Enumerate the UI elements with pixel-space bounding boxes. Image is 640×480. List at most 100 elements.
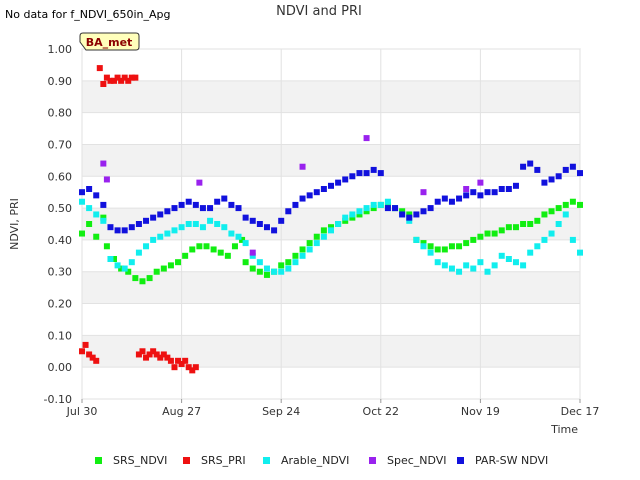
point-par-sw-ndvi [427, 205, 434, 212]
point-arable-ndvi [221, 224, 228, 231]
point-arable-ndvi [406, 217, 413, 224]
legend-swatch-srs-pri [183, 457, 190, 464]
point-arable-ndvi [228, 230, 235, 237]
point-srs-ndvi [299, 246, 306, 253]
point-arable-ndvi [441, 262, 448, 269]
point-arable-ndvi [477, 259, 484, 266]
legend: SRS_NDVI SRS_PRI Arable_NDVI Spec_NDVI PAR-S… [95, 454, 548, 467]
point-srs-ndvi [285, 259, 292, 266]
point-srs-ndvi [86, 221, 93, 227]
point-par-sw-ndvi [114, 227, 121, 234]
point-arable-ndvi [569, 236, 576, 243]
x-tick-label: Aug 27 [162, 405, 201, 418]
point-par-sw-ndvi [157, 211, 164, 218]
point-srs-ndvi [534, 217, 541, 224]
plot-band [82, 49, 580, 81]
point-par-sw-ndvi [520, 163, 527, 170]
point-srs-ndvi [217, 249, 224, 256]
point-par-sw-ndvi [214, 198, 221, 205]
point-arable-ndvi [320, 233, 327, 240]
point-par-sw-ndvi [221, 195, 228, 202]
legend-label-srs-ndvi: SRS_NDVI [113, 454, 167, 467]
point-par-sw-ndvi [150, 214, 157, 221]
point-par-sw-ndvi [235, 205, 242, 212]
point-arable-ndvi [207, 217, 214, 224]
point-arable-ndvi [214, 221, 221, 227]
point-arable-ndvi [377, 201, 384, 208]
point-srs-ndvi [278, 262, 285, 269]
x-axis-title: Time [550, 423, 578, 436]
point-srs-ndvi [505, 224, 512, 231]
point-par-sw-ndvi [498, 186, 505, 192]
point-spec-ndvi [249, 249, 256, 256]
point-par-sw-ndvi [93, 192, 100, 199]
point-par-sw-ndvi [249, 217, 256, 224]
point-srs-pri [121, 74, 128, 81]
point-par-sw-ndvi [320, 186, 327, 192]
y-tick-label: 0.20 [48, 298, 73, 311]
point-srs-ndvi [356, 211, 363, 218]
point-par-sw-ndvi [199, 205, 206, 212]
site-label-badge: BA_met [79, 32, 140, 51]
plot-band [82, 144, 580, 177]
point-srs-ndvi [118, 265, 125, 272]
point-par-sw-ndvi [128, 224, 135, 231]
point-par-sw-ndvi [406, 214, 413, 221]
legend-label-arable-ndvi: Arable_NDVI [281, 454, 349, 467]
point-par-sw-ndvi [512, 182, 519, 189]
point-arable-ndvi [328, 227, 334, 234]
point-arable-ndvi [491, 262, 498, 269]
point-arable-ndvi [484, 268, 491, 275]
point-srs-pri [189, 367, 196, 374]
point-par-sw-ndvi [577, 170, 583, 177]
point-arable-ndvi [107, 256, 114, 262]
point-srs-ndvi [100, 214, 107, 221]
point-par-sw-ndvi [527, 160, 534, 167]
point-par-sw-ndvi [171, 205, 178, 212]
point-par-sw-ndvi [192, 201, 199, 208]
point-srs-ndvi [491, 230, 498, 237]
x-tick-label: Sep 24 [262, 405, 300, 418]
point-par-sw-ndvi [562, 166, 569, 173]
plot-band [82, 239, 580, 272]
point-par-sw-ndvi [377, 170, 384, 177]
point-arable-ndvi [541, 236, 548, 243]
y-tick-label: 1.00 [48, 43, 73, 56]
legend-label-spec-ndvi: Spec_NDVI [387, 454, 447, 467]
point-srs-ndvi [328, 224, 334, 231]
point-spec-ndvi [363, 135, 370, 142]
x-tick-label: Nov 19 [461, 405, 500, 418]
point-srs-ndvi [132, 275, 139, 282]
point-srs-ndvi [242, 259, 249, 266]
point-srs-pri [93, 357, 100, 364]
point-arable-ndvi [448, 265, 455, 272]
x-tick-label: Oct 22 [363, 405, 400, 418]
point-srs-pri [139, 348, 146, 355]
point-srs-ndvi [146, 275, 153, 282]
y-tick-label: 0.90 [48, 75, 73, 88]
point-arable-ndvi [335, 221, 342, 227]
point-srs-ndvi [306, 240, 313, 247]
point-srs-ndvi [498, 227, 505, 234]
point-srs-ndvi [111, 256, 118, 262]
point-par-sw-ndvi [555, 173, 562, 180]
legend-swatch-par-sw-ndvi [457, 457, 464, 464]
point-srs-ndvi [420, 240, 427, 247]
point-par-sw-ndvi [242, 214, 249, 221]
point-par-sw-ndvi [306, 192, 313, 199]
point-spec-ndvi [103, 176, 110, 183]
y-axis: -0.10 0.00 0.10 0.20 0.30 0.40 0.50 0.60 0.70 0.8… [44, 43, 580, 406]
point-par-sw-ndvi [384, 205, 391, 212]
point-par-sw-ndvi [79, 189, 85, 196]
point-arable-ndvi [235, 233, 242, 240]
point-arable-ndvi [171, 227, 178, 234]
point-par-sw-ndvi [228, 201, 235, 208]
point-par-sw-ndvi [207, 205, 214, 212]
chart-title: NDVI and PRI [276, 4, 362, 19]
y-tick-label: 0.60 [48, 170, 73, 183]
point-par-sw-ndvi [356, 170, 363, 177]
point-par-sw-ndvi [484, 189, 491, 196]
point-srs-ndvi [175, 259, 182, 266]
point-srs-pri [111, 77, 118, 84]
point-srs-pri [96, 65, 103, 72]
